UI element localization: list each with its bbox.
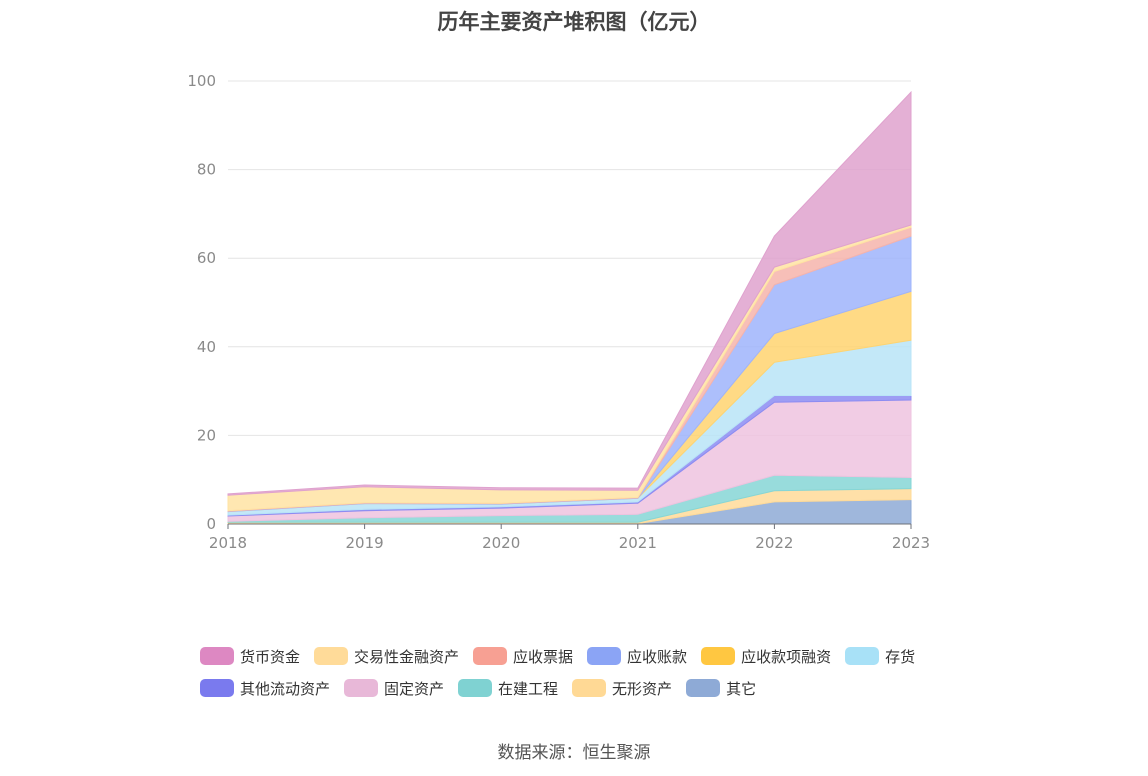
x-tick-label: 2021 xyxy=(619,534,657,552)
legend-label: 应收款项融资 xyxy=(741,647,832,666)
legend-item[interactable]: 在建工程 xyxy=(458,678,558,699)
legend-item[interactable]: 无形资产 xyxy=(572,678,672,699)
legend-item[interactable]: 其他流动资产 xyxy=(200,678,330,699)
legend-item[interactable]: 交易性金融资产 xyxy=(314,646,459,667)
chart-title: 历年主要资产堆积图（亿元） xyxy=(437,10,711,34)
y-tick-label: 100 xyxy=(187,72,216,90)
legend-label: 在建工程 xyxy=(498,679,559,698)
y-tick-label: 40 xyxy=(197,338,216,356)
y-tick-label: 60 xyxy=(197,249,216,267)
y-tick-label: 0 xyxy=(206,515,216,533)
legend-row: 货币资金 交易性金融资产 应收票据 应收账款 应收款项融资 存货 xyxy=(200,640,980,672)
legend-label: 应收账款 xyxy=(627,647,688,666)
legend-swatch xyxy=(200,647,234,665)
legend-swatch xyxy=(572,679,607,697)
x-tick-label: 2020 xyxy=(482,534,520,552)
legend-label: 应收票据 xyxy=(513,647,574,666)
x-tick-label: 2023 xyxy=(892,534,930,552)
legend-row: 其他流动资产 固定资产 在建工程 无形资产 其它 xyxy=(200,672,980,704)
legend-label: 其它 xyxy=(726,679,757,698)
data-source-note: 数据来源：恒生聚源 xyxy=(497,743,651,763)
legend-item[interactable]: 存货 xyxy=(845,646,915,667)
legend-swatch xyxy=(458,679,493,697)
legend-swatch xyxy=(845,647,880,665)
legend-item[interactable]: 应收款项融资 xyxy=(701,646,831,667)
x-tick-label: 2022 xyxy=(755,534,793,552)
area-series xyxy=(227,90,912,525)
legend-label: 存货 xyxy=(885,647,916,666)
chart-legend: 货币资金 交易性金融资产 应收票据 应收账款 应收款项融资 存货其他流动资产 固定资产 在建工… xyxy=(200,640,980,704)
axes: 0 20 40 60 80 100 2018 2019 2020 2021 2022 2023 xyxy=(187,72,930,552)
area-series-货币资金 xyxy=(227,90,912,496)
legend-label: 其他流动资产 xyxy=(240,679,331,698)
legend-swatch xyxy=(314,647,349,665)
legend-item[interactable]: 应收票据 xyxy=(473,646,573,667)
legend-swatch xyxy=(686,679,721,697)
legend-label: 交易性金融资产 xyxy=(354,647,460,666)
legend-item[interactable]: 其它 xyxy=(686,678,756,699)
legend-item[interactable]: 应收账款 xyxy=(587,646,687,667)
legend-swatch xyxy=(701,647,736,665)
legend-label: 无形资产 xyxy=(612,679,673,698)
y-tick-label: 80 xyxy=(197,161,216,179)
legend-item[interactable]: 货币资金 xyxy=(200,646,300,667)
x-tick-label: 2018 xyxy=(209,534,247,552)
legend-swatch xyxy=(200,679,234,697)
legend-label: 货币资金 xyxy=(240,647,301,666)
stacked-area-chart: 0 20 40 60 80 100 2018 2019 2020 2021 2022 2023 xyxy=(187,72,930,552)
legend-item[interactable]: 固定资产 xyxy=(344,678,444,699)
y-tick-label: 20 xyxy=(197,426,216,444)
x-tick-label: 2019 xyxy=(346,534,384,552)
legend-swatch xyxy=(344,679,379,697)
legend-swatch xyxy=(473,647,508,665)
legend-swatch xyxy=(587,647,622,665)
legend-label: 固定资产 xyxy=(384,679,445,698)
